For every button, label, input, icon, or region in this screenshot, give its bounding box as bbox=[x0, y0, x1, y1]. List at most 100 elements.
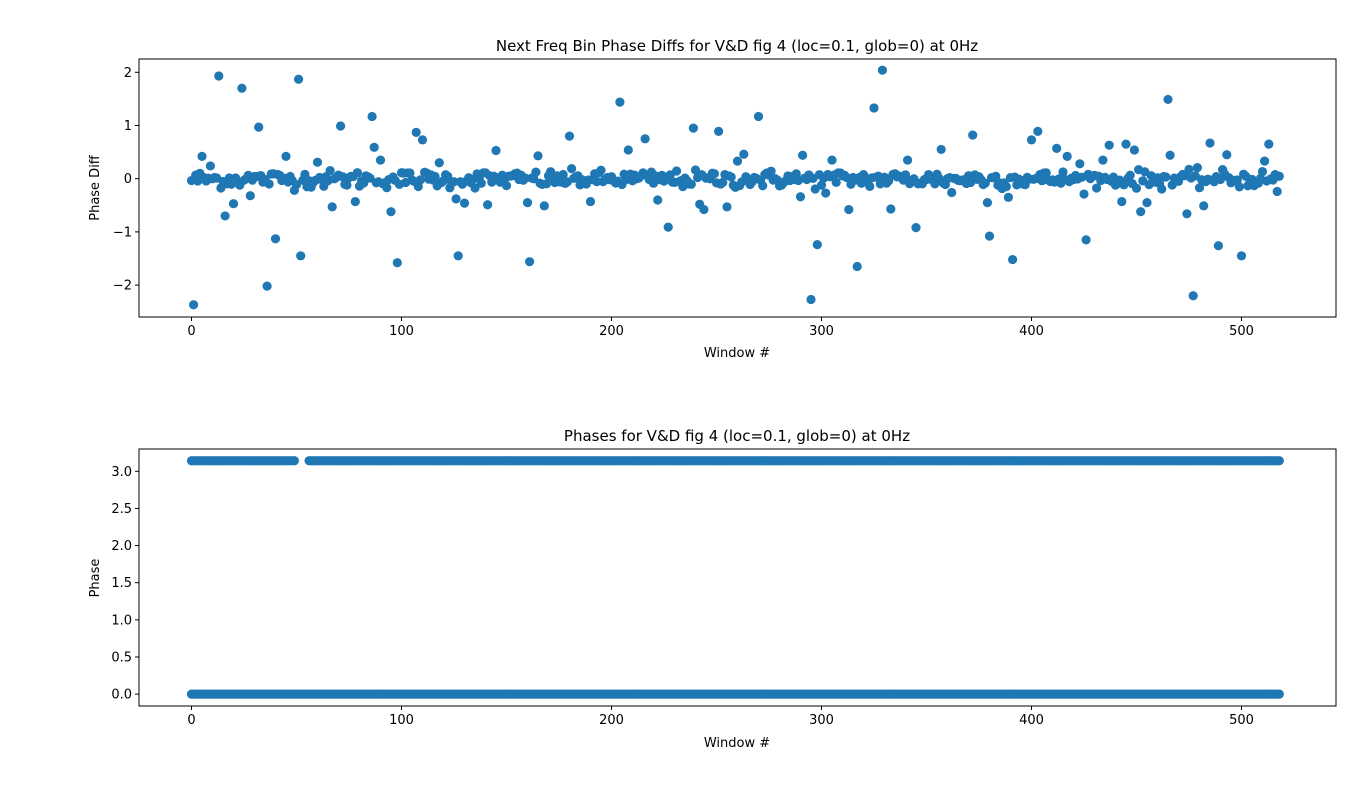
phase-diff-point bbox=[592, 177, 602, 187]
phase-diff-point bbox=[228, 199, 239, 209]
phase-diff-point bbox=[585, 196, 596, 207]
phase-diff-point bbox=[1163, 94, 1173, 105]
phase-diff-point bbox=[806, 294, 816, 305]
phase-diff-point bbox=[270, 234, 281, 244]
phase-diff-point bbox=[483, 200, 493, 210]
phase-diff-point bbox=[1125, 170, 1135, 180]
phase-diff-point bbox=[417, 135, 428, 145]
phase-diff-point bbox=[816, 180, 827, 190]
phase-diff-points bbox=[186, 65, 1284, 310]
phase-diff-point bbox=[214, 71, 224, 81]
phase-diff-point bbox=[1194, 183, 1205, 193]
phase-diff-point bbox=[821, 188, 831, 198]
phase-diff-point bbox=[470, 183, 480, 193]
phase-x-ticks: 0 100 200 300 400 500 bbox=[187, 706, 1254, 728]
phase-diff-point bbox=[1213, 241, 1223, 251]
phase-diff-point bbox=[1260, 156, 1270, 166]
phase-diff-point bbox=[766, 166, 776, 176]
phase-diff-point bbox=[264, 179, 274, 189]
phase-diff-point bbox=[197, 151, 207, 161]
phase-points bbox=[186, 456, 1284, 699]
phase-diff-point bbox=[342, 180, 352, 190]
phase-diff-point bbox=[369, 142, 379, 152]
phase-diff-point bbox=[430, 171, 440, 182]
phase-diff-point bbox=[386, 207, 396, 217]
phase-diff-point bbox=[1272, 186, 1282, 197]
phase-diff-point bbox=[1081, 235, 1091, 245]
phase-diff-point bbox=[982, 198, 993, 208]
phase-diff-point bbox=[1052, 143, 1062, 153]
phase-diff-point bbox=[672, 166, 682, 176]
phase-diff-point bbox=[640, 134, 650, 144]
phase-diff-point bbox=[220, 211, 230, 221]
phase-diff-point bbox=[443, 171, 453, 181]
phase-diff-point bbox=[451, 194, 461, 204]
phase-diff-x-ticks: 0 100 200 300 400 500 bbox=[187, 317, 1254, 339]
x-tick-label: 500 bbox=[1229, 324, 1254, 339]
phase-diff-point bbox=[392, 258, 402, 268]
phase-diff-point bbox=[415, 175, 425, 185]
y-tick-label: 1.5 bbox=[111, 576, 132, 591]
phase-diff-point bbox=[1234, 182, 1244, 192]
phase-diff-point bbox=[1232, 175, 1242, 185]
phase-diff-point bbox=[1117, 196, 1127, 207]
phase-diff-point bbox=[690, 165, 701, 175]
phase-diff-point bbox=[1205, 138, 1215, 148]
phase-diff-point bbox=[844, 204, 854, 215]
phase-diff-y-label: Phase Diff bbox=[88, 154, 103, 221]
phase-diff-point bbox=[842, 172, 852, 183]
y-tick-label: 2.0 bbox=[111, 539, 132, 554]
phase-axes: Phases for V&D fig 4 (loc=0.1, glob=0) a… bbox=[88, 427, 1337, 751]
phase-diff-point bbox=[1001, 182, 1011, 192]
phase-diff-point bbox=[1188, 291, 1198, 301]
x-tick-label: 200 bbox=[599, 324, 624, 339]
phase-diff-point bbox=[688, 123, 699, 133]
phase-diff-point bbox=[382, 183, 392, 193]
phase-diff-point bbox=[947, 187, 957, 198]
phase-diff-point bbox=[520, 173, 531, 183]
phase-diff-point bbox=[1033, 126, 1043, 136]
phase-diff-point bbox=[653, 195, 663, 205]
phase-diff-point bbox=[491, 145, 501, 156]
phase-diff-point bbox=[722, 202, 732, 212]
phase-point-pi bbox=[1274, 456, 1284, 466]
phase-diff-point bbox=[1157, 184, 1167, 194]
phase-diff-point bbox=[327, 202, 337, 212]
phase-diff-point bbox=[567, 163, 577, 174]
phase-diff-point bbox=[296, 251, 306, 261]
phase-diff-point bbox=[1199, 201, 1209, 211]
phase-diff-point bbox=[877, 65, 888, 75]
x-tick-label: 300 bbox=[809, 713, 834, 728]
phase-diff-point bbox=[1119, 180, 1129, 190]
phase-diff-point bbox=[714, 126, 724, 136]
phase-diff-point bbox=[739, 149, 749, 159]
phase-diff-point bbox=[968, 130, 978, 140]
phase-diff-point bbox=[936, 144, 946, 155]
phase-y-ticks: 0.0 0.5 1.0 1.5 2.0 2.5 3.0 bbox=[111, 465, 139, 703]
phase-diff-point bbox=[1257, 166, 1268, 177]
phase-diff-point bbox=[596, 165, 606, 175]
phase-diff-point bbox=[615, 97, 625, 107]
y-tick-label: 0 bbox=[124, 172, 132, 187]
phase-diff-axes: Next Freq Bin Phase Diffs for V&D fig 4 … bbox=[88, 37, 1337, 361]
phase-diff-point bbox=[663, 222, 673, 232]
phase-diff-point bbox=[1192, 163, 1202, 173]
phase-diff-point bbox=[434, 158, 444, 168]
phase-diff-point bbox=[903, 155, 913, 165]
phase-diff-point bbox=[459, 198, 470, 208]
x-tick-label: 500 bbox=[1229, 713, 1254, 728]
phase-diff-point bbox=[1041, 168, 1051, 178]
x-tick-label: 100 bbox=[389, 713, 414, 728]
phase-diff-point bbox=[1058, 167, 1068, 177]
phase-diff-point bbox=[522, 198, 533, 208]
phase-diff-point bbox=[367, 111, 377, 122]
y-tick-label: 2.5 bbox=[111, 502, 132, 517]
phase-diff-point bbox=[1142, 198, 1152, 208]
phase-diff-point bbox=[352, 168, 362, 178]
phase-diff-x-label: Window # bbox=[704, 346, 770, 361]
phase-diff-point bbox=[453, 251, 463, 261]
phase-diff-title: Next Freq Bin Phase Diffs for V&D fig 4 … bbox=[496, 37, 978, 55]
phase-diff-point bbox=[1161, 172, 1171, 182]
phase-diff-point bbox=[525, 257, 535, 267]
phase-diff-point bbox=[1008, 254, 1018, 265]
